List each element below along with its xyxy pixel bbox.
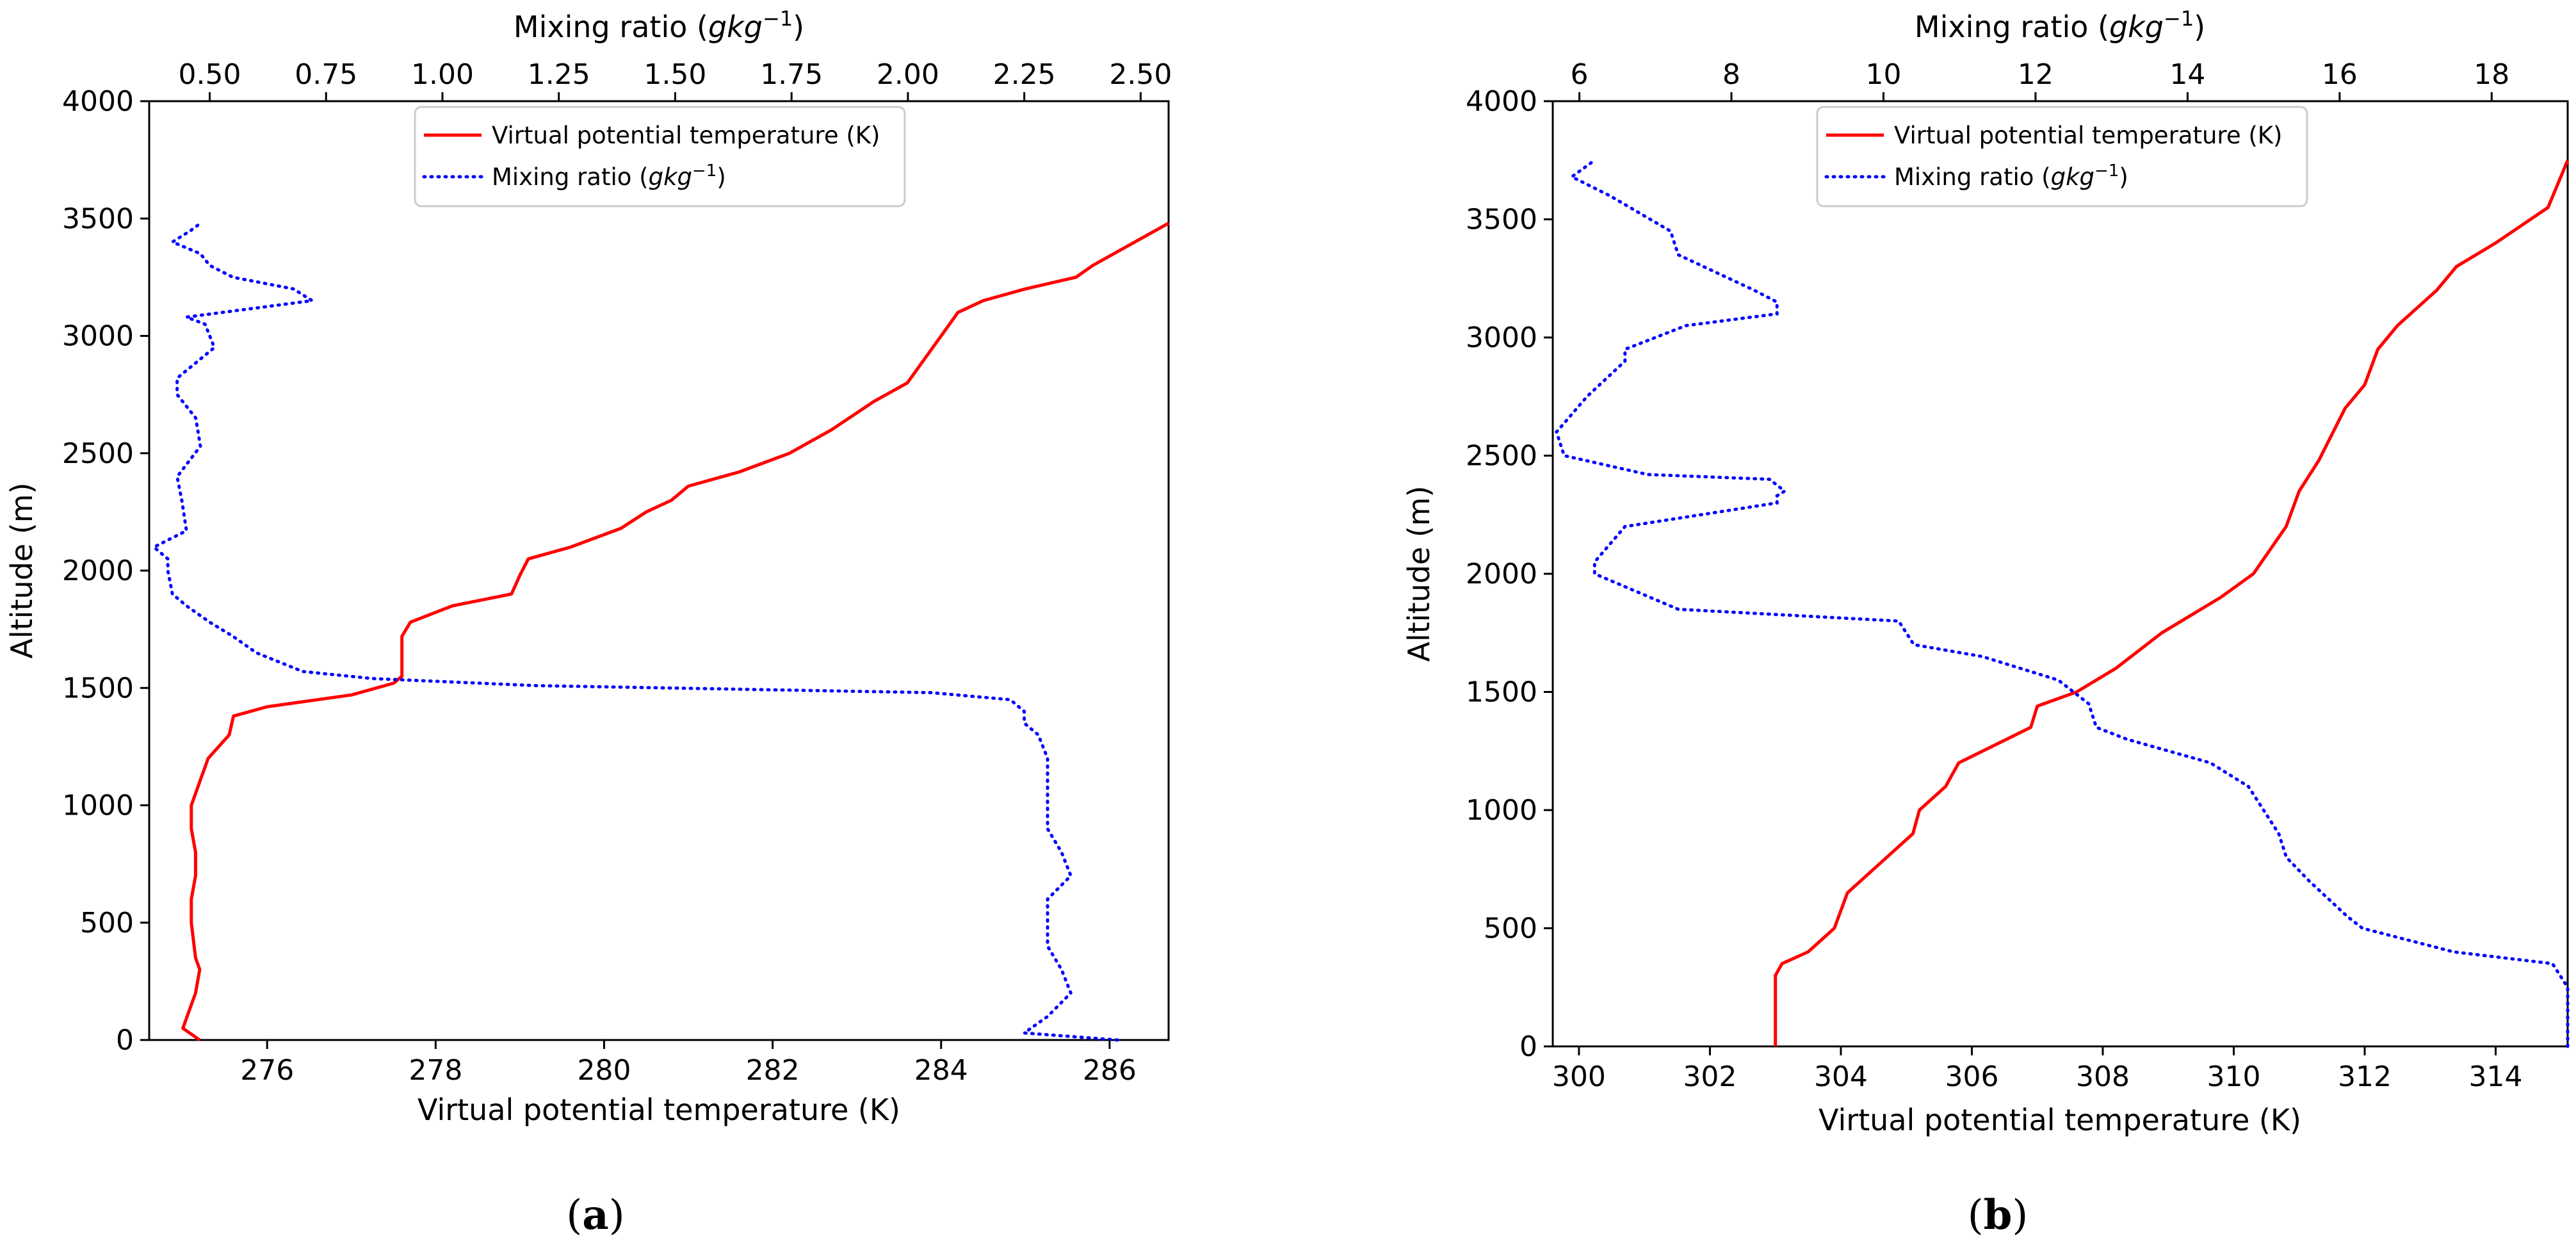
panel-b-x-tick-label: 312 (2338, 1060, 2392, 1093)
panel-b-top-axis-title-unit: gkg (2109, 10, 2164, 44)
panel-a-x2-tick-label: 0.50 (179, 58, 241, 91)
panel-b-x-tick-label: 310 (2207, 1060, 2260, 1093)
panel-a-x2-tick-label: 2.50 (1109, 58, 1172, 91)
panel-b-y-axis-title: Altitude (m) (1402, 485, 1436, 662)
panel-a: 276 278 280 282 284 286 0.50 0.75 1.00 1.25 1.50 1… (4, 6, 1172, 1239)
panel-b-y-tick-label: 2000 (1466, 558, 1537, 590)
panel-a-x-tick-label: 282 (746, 1054, 800, 1087)
panel-b-label-open-paren: ( (1968, 1192, 1984, 1239)
panel-a-y-tick-label: 500 (80, 907, 134, 939)
panel-b-legend-mr-unit: gkg (2051, 163, 2094, 191)
panel-b-x-ticks: 300 302 304 306 308 310 312 314 (1552, 1046, 2523, 1093)
panel-b-top-axis-title: Mixing ratio (gkg−1) (1915, 6, 2205, 44)
panel-a-y-axis-title: Altitude (m) (4, 482, 39, 658)
panel-a-legend-mr-exponent: −1 (692, 161, 717, 181)
panel-a-y-tick-label: 3500 (62, 202, 134, 235)
panel-b-label: (b) (1968, 1191, 2029, 1239)
panel-b-vpt-line (1774, 159, 2570, 1046)
panel-a-x-tick-label: 278 (409, 1054, 462, 1087)
panel-a-x-ticks: 276 278 280 282 284 286 (240, 1040, 1137, 1087)
panel-a-legend: Virtual potential temperature (K) Mixing… (414, 106, 906, 207)
panel-a-y-tick-label: 1500 (62, 672, 134, 704)
panel-b-x2-tick-label: 18 (2474, 58, 2509, 91)
panel-b-legend-mr-suffix: ) (2119, 163, 2128, 191)
panel-b-x-tick-label: 308 (2076, 1060, 2130, 1093)
panel-a-legend-mr-label: Mixing ratio (gkg−1) (492, 161, 726, 191)
panel-b-x2-tick-label: 6 (1571, 58, 1589, 91)
panel-b-y-tick-label: 1500 (1466, 676, 1537, 709)
panel-a-x2-tick-label: 2.00 (877, 58, 939, 91)
panel-a-x2-tick-label: 1.75 (760, 58, 823, 91)
panel-b-x-tick-label: 306 (1945, 1060, 1998, 1093)
panel-b-y-tick-label: 0 (1519, 1030, 1537, 1063)
panel-a-label-open-paren: ( (566, 1192, 582, 1239)
panel-b-x2-tick-label: 8 (1722, 58, 1740, 91)
panel-a-x-tick-label: 286 (1083, 1054, 1137, 1087)
panel-b-x-tick-label: 314 (2469, 1060, 2523, 1093)
panel-b-y-tick-label: 2500 (1466, 440, 1537, 473)
panel-b-label-letter: b (1984, 1191, 2013, 1239)
panel-a-y-tick-label: 0 (116, 1024, 134, 1057)
panel-b-legend-mr-prefix: Mixing ratio ( (1894, 163, 2051, 191)
panel-a-legend-mr-prefix: Mixing ratio ( (492, 163, 649, 191)
panel-b-top-axis-title-exponent: −1 (2164, 6, 2194, 31)
panel-a-label: (a) (566, 1191, 624, 1239)
panel-a-x2-tick-label: 2.25 (993, 58, 1056, 91)
panel-b-y-tick-label: 1000 (1466, 794, 1537, 827)
panel-a-vpt-line (181, 222, 1170, 1042)
panel-a-y-ticks: 0 500 1000 1500 2000 2500 3000 3500 4000 (62, 85, 149, 1057)
panel-a-x-axis-title: Virtual potential temperature (K) (417, 1093, 900, 1127)
panel-a-y-tick-label: 1000 (62, 790, 134, 822)
panel-a-x-tick-label: 284 (914, 1054, 968, 1087)
panel-b-y-tick-label: 3500 (1466, 204, 1537, 236)
panel-a-x2-tick-label: 0.75 (295, 58, 357, 91)
panel-a-top-axis-title-unit: gkg (708, 10, 763, 44)
panel-a-label-close-paren: ) (609, 1192, 625, 1239)
panel-a-y-tick-label: 2000 (62, 555, 134, 587)
panel-a-top-axis-title-prefix: Mixing ratio ( (514, 10, 708, 44)
panel-b-x-tick-label: 304 (1814, 1060, 1868, 1093)
panel-b-top-axis-title-prefix: Mixing ratio ( (1915, 10, 2109, 44)
panel-b-x2-ticks: 6 8 10 12 14 16 18 (1571, 58, 2509, 101)
panel-a-legend-mr-suffix: ) (717, 163, 725, 191)
panel-b-y-ticks: 0 500 1000 1500 2000 2500 3000 3500 4000 (1466, 85, 1553, 1063)
panel-b-x-tick-label: 300 (1552, 1060, 1606, 1093)
panel-b-legend-mr-label: Mixing ratio (gkg−1) (1894, 161, 2128, 191)
panel-b-y-tick-label: 4000 (1466, 85, 1537, 118)
panel-b-label-close-paren: ) (2012, 1192, 2028, 1239)
panel-b-top-axis-title-suffix: ) (2194, 10, 2205, 44)
panel-a-y-tick-label: 2500 (62, 437, 134, 470)
panel-a-label-letter: a (582, 1191, 608, 1239)
panel-a-x2-tick-label: 1.50 (644, 58, 706, 91)
panel-a-legend-mr-unit: gkg (649, 163, 692, 191)
panel-b-x-axis-title: Virtual potential temperature (K) (1819, 1103, 2301, 1137)
panel-a-legend-box (414, 106, 906, 207)
panel-a-y-tick-label: 4000 (62, 85, 134, 118)
panel-b-x2-tick-label: 10 (1865, 58, 1901, 91)
panel-b-legend-mr-exponent: −1 (2094, 161, 2119, 181)
panel-b-legend: Virtual potential temperature (K) Mixing… (1816, 106, 2308, 207)
panel-b-x-tick-label: 302 (1683, 1060, 1737, 1093)
panel-b-mixing-ratio-line (1555, 158, 2570, 1048)
panel-a-x-tick-label: 280 (577, 1054, 631, 1087)
panel-b-y-tick-label: 500 (1484, 913, 1537, 945)
panel-a-y-tick-label: 3000 (62, 320, 134, 353)
panel-a-legend-vpt-label: Virtual potential temperature (K) (492, 122, 880, 149)
panel-b-x2-tick-label: 12 (2018, 58, 2054, 91)
panel-a-top-axis-title-exponent: −1 (763, 6, 793, 31)
panel-b-legend-vpt-label: Virtual potential temperature (K) (1894, 122, 2282, 149)
panel-b-y-tick-label: 3000 (1466, 321, 1537, 354)
panel-b-x2-tick-label: 14 (2169, 58, 2205, 91)
panel-a-x2-tick-label: 1.00 (411, 58, 474, 91)
panel-a-mixing-ratio-line (150, 222, 1119, 1042)
panel-a-x-tick-label: 276 (240, 1054, 294, 1087)
panel-a-top-axis-title-suffix: ) (793, 10, 804, 44)
panel-b: 300 302 304 306 308 310 312 314 6 8 10 12 14 16 18 0 5… (1402, 6, 2570, 1239)
panel-a-top-axis-title: Mixing ratio (gkg−1) (514, 6, 804, 44)
panel-a-x2-tick-label: 1.25 (528, 58, 590, 91)
panel-b-x2-tick-label: 16 (2322, 58, 2358, 91)
panel-b-legend-box (1816, 106, 2308, 207)
panel-a-x2-ticks: 0.50 0.75 1.00 1.25 1.50 1.75 2.00 2.25 2.50 (179, 58, 1172, 101)
